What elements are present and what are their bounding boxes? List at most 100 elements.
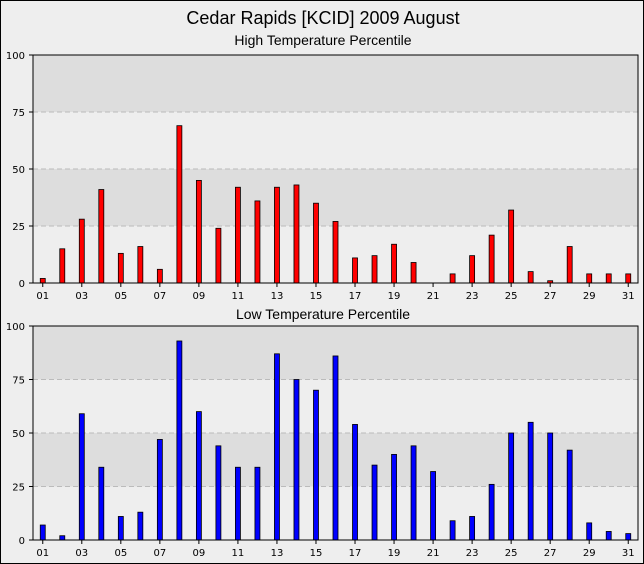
low-bar — [332, 355, 339, 541]
low-x-tick-label: 03 — [75, 548, 88, 559]
high-bar — [527, 271, 534, 284]
high-bar — [195, 179, 202, 284]
high-background-band — [33, 55, 638, 112]
low-bar — [117, 516, 124, 541]
low-bar — [78, 413, 85, 541]
high-bar — [508, 209, 515, 284]
high-x-tick-label: 19 — [388, 291, 401, 302]
low-bar — [410, 445, 417, 541]
high-bar — [117, 252, 124, 284]
low-bar — [235, 466, 241, 541]
high-x-tick-label: 01 — [36, 291, 49, 302]
high-x-tick-label: 11 — [232, 291, 245, 302]
high-x-tick-label: 09 — [193, 291, 206, 302]
low-y-tick-label: 50 — [12, 429, 25, 440]
low-bar — [566, 449, 573, 541]
low-bar — [98, 466, 105, 541]
high-x-tick-label: 03 — [75, 291, 88, 302]
low-y-tick-label: 75 — [12, 376, 25, 387]
low-bar — [137, 511, 144, 541]
low-bar — [274, 353, 280, 541]
high-x-tick-label: 25 — [505, 291, 518, 302]
low-bar — [371, 464, 378, 541]
high-background-band — [33, 112, 638, 169]
low-plot-border — [32, 325, 639, 541]
high-x-tick-label: 15 — [310, 291, 323, 302]
high-x-tick-label: 07 — [153, 291, 166, 302]
low-x-tick-label: 07 — [153, 548, 166, 559]
low-x-tick-label: 13 — [271, 548, 284, 559]
chart-title: Cedar Rapids [KCID] 2009 August — [186, 8, 459, 28]
low-x-tick-label: 17 — [349, 548, 362, 559]
low-bar — [215, 445, 222, 541]
low-x-tick-label: 25 — [505, 548, 518, 559]
high-bar — [566, 246, 573, 284]
low-bar — [527, 421, 534, 541]
low-y-tick-label: 0 — [19, 536, 25, 547]
high-bar — [78, 218, 85, 284]
low-y-tick-label: 100 — [6, 322, 25, 333]
low-bar — [625, 533, 632, 541]
high-y-tick-label: 50 — [12, 165, 25, 176]
high-x-tick-label: 23 — [466, 291, 479, 302]
low-x-tick-label: 23 — [466, 548, 479, 559]
low-bar — [254, 466, 261, 541]
high-bar — [235, 186, 241, 284]
high-bar — [156, 268, 163, 284]
high-bar — [176, 125, 183, 284]
high-x-tick-label: 21 — [427, 291, 440, 302]
high-bar — [410, 262, 417, 284]
low-bar — [469, 516, 476, 541]
low-bar — [586, 522, 593, 541]
low-x-tick-label: 27 — [544, 548, 557, 559]
high-bar — [39, 278, 46, 284]
low-y-tick-label: 25 — [12, 483, 25, 494]
high-bar — [215, 227, 222, 284]
high-bar — [274, 186, 280, 284]
high-bar — [605, 273, 612, 284]
high-bar — [98, 189, 105, 284]
low-bar — [547, 432, 554, 541]
low-bar — [313, 389, 319, 541]
low-temperature-panel: 0 25 50 75 100 01 03 05 07 09 11 13 15 17 19 21 23 25 27 29… — [6, 322, 639, 559]
low-bar — [391, 453, 397, 541]
low-bar — [59, 535, 66, 541]
high-x-tick-label: 05 — [114, 291, 127, 302]
high-bar — [371, 255, 378, 284]
low-bar — [352, 424, 358, 541]
low-x-tick-label: 29 — [583, 548, 596, 559]
high-x-tick-label: 29 — [583, 291, 596, 302]
high-bar — [586, 273, 593, 284]
high-bar — [469, 255, 476, 284]
low-x-tick-label: 21 — [427, 548, 440, 559]
high-bar — [449, 273, 456, 284]
high-bar — [137, 246, 144, 284]
low-x-tick-label: 15 — [310, 548, 323, 559]
low-bar — [488, 483, 495, 541]
high-bar — [313, 202, 319, 284]
high-y-tick-label: 25 — [12, 222, 25, 233]
low-x-tick-label: 09 — [193, 548, 206, 559]
low-bar — [293, 379, 300, 541]
high-bar — [391, 243, 397, 284]
low-panel-title: Low Temperature Percentile — [236, 306, 410, 322]
high-y-tick-label: 100 — [6, 51, 25, 62]
high-bar — [59, 248, 66, 284]
low-bar — [195, 411, 202, 541]
low-x-tick-label: 31 — [622, 548, 635, 559]
low-bar — [156, 439, 163, 541]
high-x-tick-label: 13 — [271, 291, 284, 302]
low-x-tick-label: 19 — [388, 548, 401, 559]
high-plot-border — [32, 54, 639, 284]
high-bar — [352, 257, 358, 284]
low-x-tick-label: 05 — [114, 548, 127, 559]
low-bar — [605, 531, 612, 541]
high-x-tick-label: 31 — [622, 291, 635, 302]
low-bar — [449, 520, 456, 541]
low-bar — [176, 340, 183, 541]
low-x-tick-label: 01 — [36, 548, 49, 559]
high-bar — [332, 221, 339, 284]
high-temperature-panel: 0 25 50 75 100 01 03 05 07 09 11 13 15 17 19 21 23 25 27 29… — [6, 51, 639, 302]
